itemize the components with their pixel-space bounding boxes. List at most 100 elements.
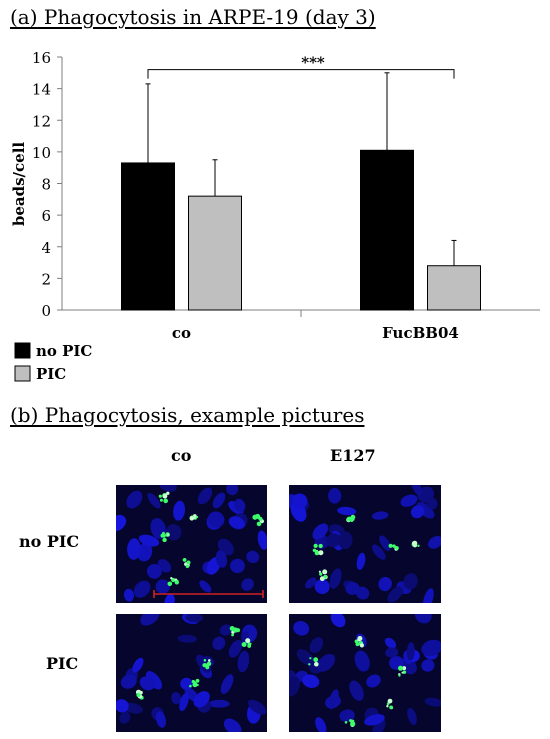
- nucleus: [315, 717, 327, 732]
- nucleus: [421, 659, 435, 672]
- nucleus: [312, 523, 329, 540]
- green-bead-signal: [346, 516, 352, 522]
- green-bead-signal: [412, 540, 418, 546]
- nucleus: [406, 642, 415, 661]
- green-bead-signal: [232, 627, 238, 633]
- green-bead-signal: [313, 543, 318, 548]
- green-bead-signal: [166, 533, 170, 536]
- column-label-e127: E127: [330, 446, 376, 465]
- green-bead-signal: [241, 642, 247, 647]
- nucleus: [337, 506, 357, 516]
- nucleus: [372, 511, 389, 520]
- green-bead-signal: [395, 546, 399, 550]
- green-bead-signal: [318, 570, 321, 573]
- legend-label: PIC: [36, 365, 66, 383]
- nucleus: [246, 550, 260, 564]
- nucleus: [329, 568, 342, 589]
- nucleus: [302, 674, 320, 688]
- nucleus: [155, 579, 170, 594]
- nucleus: [400, 657, 417, 675]
- green-bead-signal: [256, 521, 262, 527]
- green-bead-signal: [196, 516, 199, 518]
- green-bead-signal: [355, 642, 360, 647]
- nucleus: [173, 500, 186, 521]
- nucleus: [199, 580, 212, 593]
- bar-chart: beads/cell 0 2 4 6 8 10 12 14 16 co FucBB04 *** no P…: [10, 49, 540, 383]
- green-bead-signal: [255, 513, 261, 519]
- plot-area: 0 2 4 6 8 10 12 14 16 co FucBB04 *** no PIC PIC: [14, 49, 540, 383]
- nucleus: [234, 498, 246, 513]
- y-tick-label: 10: [32, 144, 51, 162]
- nucleus: [140, 614, 160, 626]
- y-tick-label: 6: [41, 207, 51, 225]
- nucleus: [291, 493, 308, 509]
- nucleus: [354, 650, 370, 672]
- green-bead-signal: [189, 684, 192, 688]
- green-bead-signal: [167, 581, 173, 587]
- green-bead-signal: [187, 561, 190, 564]
- nucleus: [257, 530, 267, 550]
- nucleus: [314, 579, 330, 595]
- green-bead-signal: [245, 638, 251, 644]
- green-bead-signal: [206, 661, 212, 666]
- nucleus: [339, 709, 355, 722]
- nucleus: [387, 586, 403, 603]
- green-bead-signal: [392, 544, 396, 548]
- nucleus: [145, 670, 163, 690]
- y-tick-label: 12: [32, 112, 51, 130]
- nucleus: [330, 614, 346, 628]
- green-bead-signal: [163, 498, 168, 504]
- green-bead-signal: [319, 576, 325, 582]
- nucleus: [345, 582, 360, 595]
- nucleus: [428, 536, 441, 549]
- green-bead-signal: [357, 638, 361, 642]
- nucleus: [159, 485, 177, 492]
- green-bead-signal: [260, 518, 263, 521]
- bar: [121, 162, 175, 311]
- green-bead-signal: [231, 633, 234, 637]
- nucleus: [407, 707, 417, 725]
- nucleus: [146, 563, 162, 579]
- bar: [188, 195, 242, 311]
- nucleus: [328, 488, 342, 504]
- micrograph-co-pic: [116, 614, 267, 732]
- nucleus: [116, 514, 127, 532]
- significance-bracket: [147, 69, 455, 79]
- green-bead-signal: [170, 577, 173, 580]
- green-bead-signal: [322, 569, 328, 575]
- nucleus: [197, 487, 213, 505]
- nucleus: [305, 577, 317, 589]
- green-bead-signal: [195, 678, 200, 683]
- nucleus: [180, 677, 193, 690]
- green-bead-signal: [344, 721, 348, 724]
- nucleus: [132, 657, 144, 673]
- nucleus: [228, 639, 243, 658]
- nucleus: [165, 524, 182, 541]
- green-bead-signal: [387, 698, 393, 704]
- nucleus: [223, 718, 242, 732]
- nucleus: [366, 674, 381, 688]
- significance-label: ***: [301, 54, 325, 72]
- nucleus: [364, 714, 385, 726]
- micrograph-co-no-pic: [116, 485, 267, 603]
- nucleus: [384, 637, 397, 649]
- micrograph-canvas: [116, 614, 267, 732]
- green-bead-signal: [136, 692, 141, 698]
- nucleus: [421, 639, 441, 657]
- nucleus: [193, 691, 210, 708]
- green-bead-signal: [314, 550, 320, 556]
- y-axis-label: beads/cell: [10, 142, 28, 227]
- green-bead-signal: [350, 721, 356, 727]
- green-bead-signal: [398, 665, 403, 671]
- column-label-co: co: [171, 446, 192, 465]
- micrograph-canvas: [116, 485, 267, 603]
- nucleus: [133, 580, 151, 598]
- nucleus: [212, 636, 226, 651]
- nucleus: [410, 505, 425, 519]
- x-tick-label: co: [172, 324, 191, 342]
- green-bead-signal: [166, 491, 170, 495]
- green-bead-signal: [203, 659, 207, 662]
- nucleus: [309, 637, 324, 653]
- green-bead-signal: [205, 665, 210, 670]
- micrograph-e127-no-pic: [289, 485, 441, 603]
